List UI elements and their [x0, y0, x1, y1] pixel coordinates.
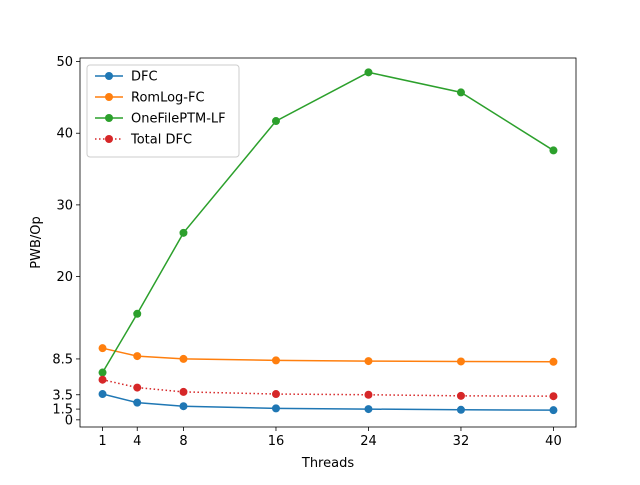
x-tick-label-3: 16 [268, 434, 285, 449]
data-point-3-6 [549, 392, 558, 401]
legend-label-0: DFC [131, 70, 158, 85]
data-point-3-5 [456, 391, 465, 400]
series-line-1 [102, 347, 554, 363]
y-tick-label-4: 20 [56, 270, 73, 285]
data-point-0-1 [133, 398, 142, 407]
data-point-1-3 [271, 356, 280, 365]
legend: DFC RomLog-FC OneFilePTM-LF Total DFC [86, 64, 240, 158]
data-point-3-2 [179, 387, 188, 396]
data-point-1-4 [364, 357, 373, 366]
data-point-1-1 [133, 352, 142, 361]
data-point-2-6 [549, 146, 558, 155]
y-axis-label: PWB/Op [29, 216, 44, 268]
data-point-0-2 [179, 402, 188, 411]
data-point-2-1 [133, 309, 142, 318]
data-point-3-0 [98, 375, 107, 384]
data-point-0-3 [271, 404, 280, 413]
data-point-2-2 [179, 228, 188, 237]
x-tick-label-5: 32 [453, 434, 470, 449]
legend-marker-1 [105, 93, 113, 101]
x-tick-label-4: 24 [360, 434, 377, 449]
legend-label-1: RomLog-FC [131, 91, 205, 106]
data-point-3-3 [271, 390, 280, 399]
data-point-2-3 [271, 117, 280, 126]
data-point-2-0 [98, 368, 107, 377]
y-tick-label-0: 0 [65, 413, 73, 428]
plot-frame [79, 57, 577, 428]
legend-label-3: Total DFC [130, 133, 192, 148]
y-tick-label-6: 40 [56, 127, 73, 142]
y-tick-label-5: 30 [56, 198, 73, 213]
data-point-0-6 [549, 406, 558, 415]
data-point-2-4 [364, 68, 373, 77]
data-point-3-4 [364, 390, 373, 399]
x-tick-label-6: 40 [545, 434, 562, 449]
data-point-1-6 [549, 357, 558, 366]
legend-marker-3 [105, 135, 113, 143]
x-tick-label-1: 4 [133, 434, 141, 449]
x-tick-label-2: 8 [179, 434, 187, 449]
series-line-3 [102, 378, 554, 397]
data-point-1-5 [456, 357, 465, 366]
data-point-3-1 [133, 383, 142, 392]
x-tick-label-0: 1 [98, 434, 106, 449]
legend-marker-0 [105, 72, 113, 80]
data-point-2-5 [456, 88, 465, 97]
legend-box [86, 64, 240, 158]
data-point-0-0 [98, 390, 107, 399]
y-tick-label-2: 3.5 [52, 388, 73, 403]
data-point-0-5 [456, 405, 465, 414]
axes: 1 4 8 16 24 32 40 01.53.5 8.5 20 30 40 50 Threads PWB/… [29, 55, 577, 471]
y-tick-label-1: 1.5 [52, 403, 73, 418]
data-point-1-0 [98, 344, 107, 353]
x-axis-label: Threads [301, 456, 354, 471]
legend-label-2: OneFilePTM-LF [131, 112, 226, 127]
data-point-1-2 [179, 354, 188, 363]
data-layer [98, 68, 558, 415]
legend-marker-2 [105, 114, 113, 122]
data-point-0-4 [364, 405, 373, 414]
y-tick-label-7: 50 [56, 55, 73, 70]
y-tick-label-3: 8.5 [52, 352, 73, 367]
